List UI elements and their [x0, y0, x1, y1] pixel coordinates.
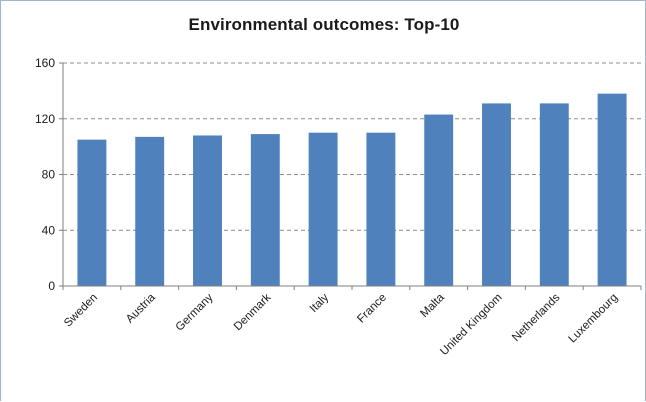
x-category-label: Italy	[308, 291, 332, 315]
chart-title: Environmental outcomes: Top-10	[188, 15, 460, 34]
y-tick-label: 80	[42, 168, 56, 182]
x-category-label: Malta	[418, 291, 447, 320]
x-category-label: Sweden	[62, 292, 100, 330]
bar-united-kingdom	[482, 103, 511, 286]
x-category-label: France	[355, 292, 389, 326]
axes	[59, 62, 642, 290]
bar-luxembourg	[597, 93, 627, 286]
y-tick-label: 0	[48, 279, 55, 293]
bar-netherlands	[539, 103, 569, 286]
bar-denmark	[250, 134, 280, 286]
bars	[77, 93, 627, 286]
bar-germany	[193, 135, 222, 286]
x-category-label: Luxembourg	[567, 292, 621, 346]
bar-sweden	[77, 139, 107, 286]
x-category-label: Denmark	[232, 291, 274, 333]
x-category-label: Austria	[124, 291, 158, 325]
bar-malta	[424, 114, 454, 286]
bar-austria	[135, 136, 165, 286]
x-category-label: Germany	[174, 291, 216, 333]
x-category-label: Netherlands	[510, 291, 563, 344]
y-tick-label: 160	[35, 56, 55, 70]
x-category-label: United Kingdom	[438, 292, 504, 358]
bar-france	[366, 132, 396, 286]
y-tick-label: 40	[42, 223, 56, 237]
gridlines	[63, 62, 641, 231]
bar-italy	[308, 132, 338, 286]
y-tick-label: 120	[35, 112, 55, 126]
